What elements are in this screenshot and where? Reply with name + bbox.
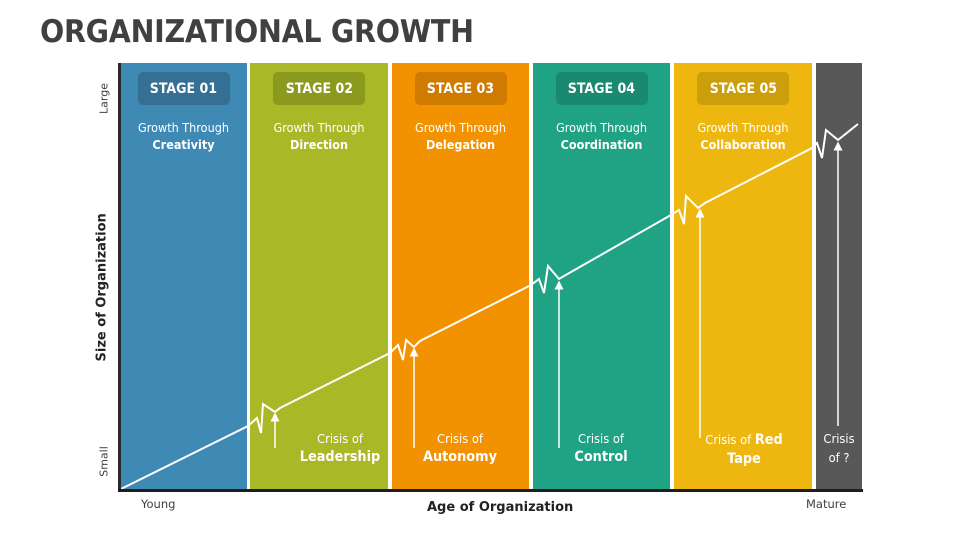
crisis-label: Crisis of Control — [574, 431, 628, 465]
x-axis-low-label: Young — [141, 497, 176, 511]
stage-badge: STAGE 02 — [273, 72, 365, 105]
stage-column-3: STAGE 03 Growth Through Delegation Crisi… — [392, 63, 529, 490]
crisis-label: Crisis of Autonomy — [422, 431, 497, 465]
x-axis-line — [118, 489, 863, 492]
stage-badge: STAGE 04 — [555, 72, 648, 105]
stage-badge: STAGE 03 — [414, 72, 507, 105]
growth-label: Growth Through Direction — [273, 120, 365, 152]
y-axis-high-label: Large — [97, 83, 111, 114]
x-axis-high-label: Mature — [806, 497, 847, 511]
growth-label: Growth Through Collaboration — [697, 120, 789, 152]
growth-chart: STAGE 01 Growth Through Creativity STAGE… — [118, 63, 863, 491]
y-axis-line — [118, 63, 121, 492]
stage-column-5: STAGE 05 Growth Through Collaboration Cr… — [674, 63, 812, 490]
growth-label: Growth Through Coordination — [556, 120, 647, 152]
crisis-label: Crisis of ? — [823, 431, 855, 465]
mature-column: Crisis of ? — [816, 63, 862, 490]
crisis-label: Crisis of Red Tape — [705, 432, 783, 467]
stage-badge: STAGE 01 — [137, 72, 230, 105]
stage-column-1: STAGE 01 Growth Through Creativity — [120, 63, 247, 490]
y-axis-low-label: Small — [97, 446, 111, 477]
growth-label: Growth Through Creativity — [138, 120, 229, 152]
y-axis-title: Size of Organization — [94, 213, 110, 362]
x-axis-title: Age of Organization — [427, 500, 574, 515]
stage-badge: STAGE 05 — [697, 72, 789, 105]
growth-label: Growth Through Delegation — [415, 120, 506, 152]
crisis-label: Crisis of Leadership — [299, 431, 381, 465]
growth-line — [120, 123, 859, 490]
page-title: ORGANIZATIONAL GROWTH — [40, 14, 474, 50]
